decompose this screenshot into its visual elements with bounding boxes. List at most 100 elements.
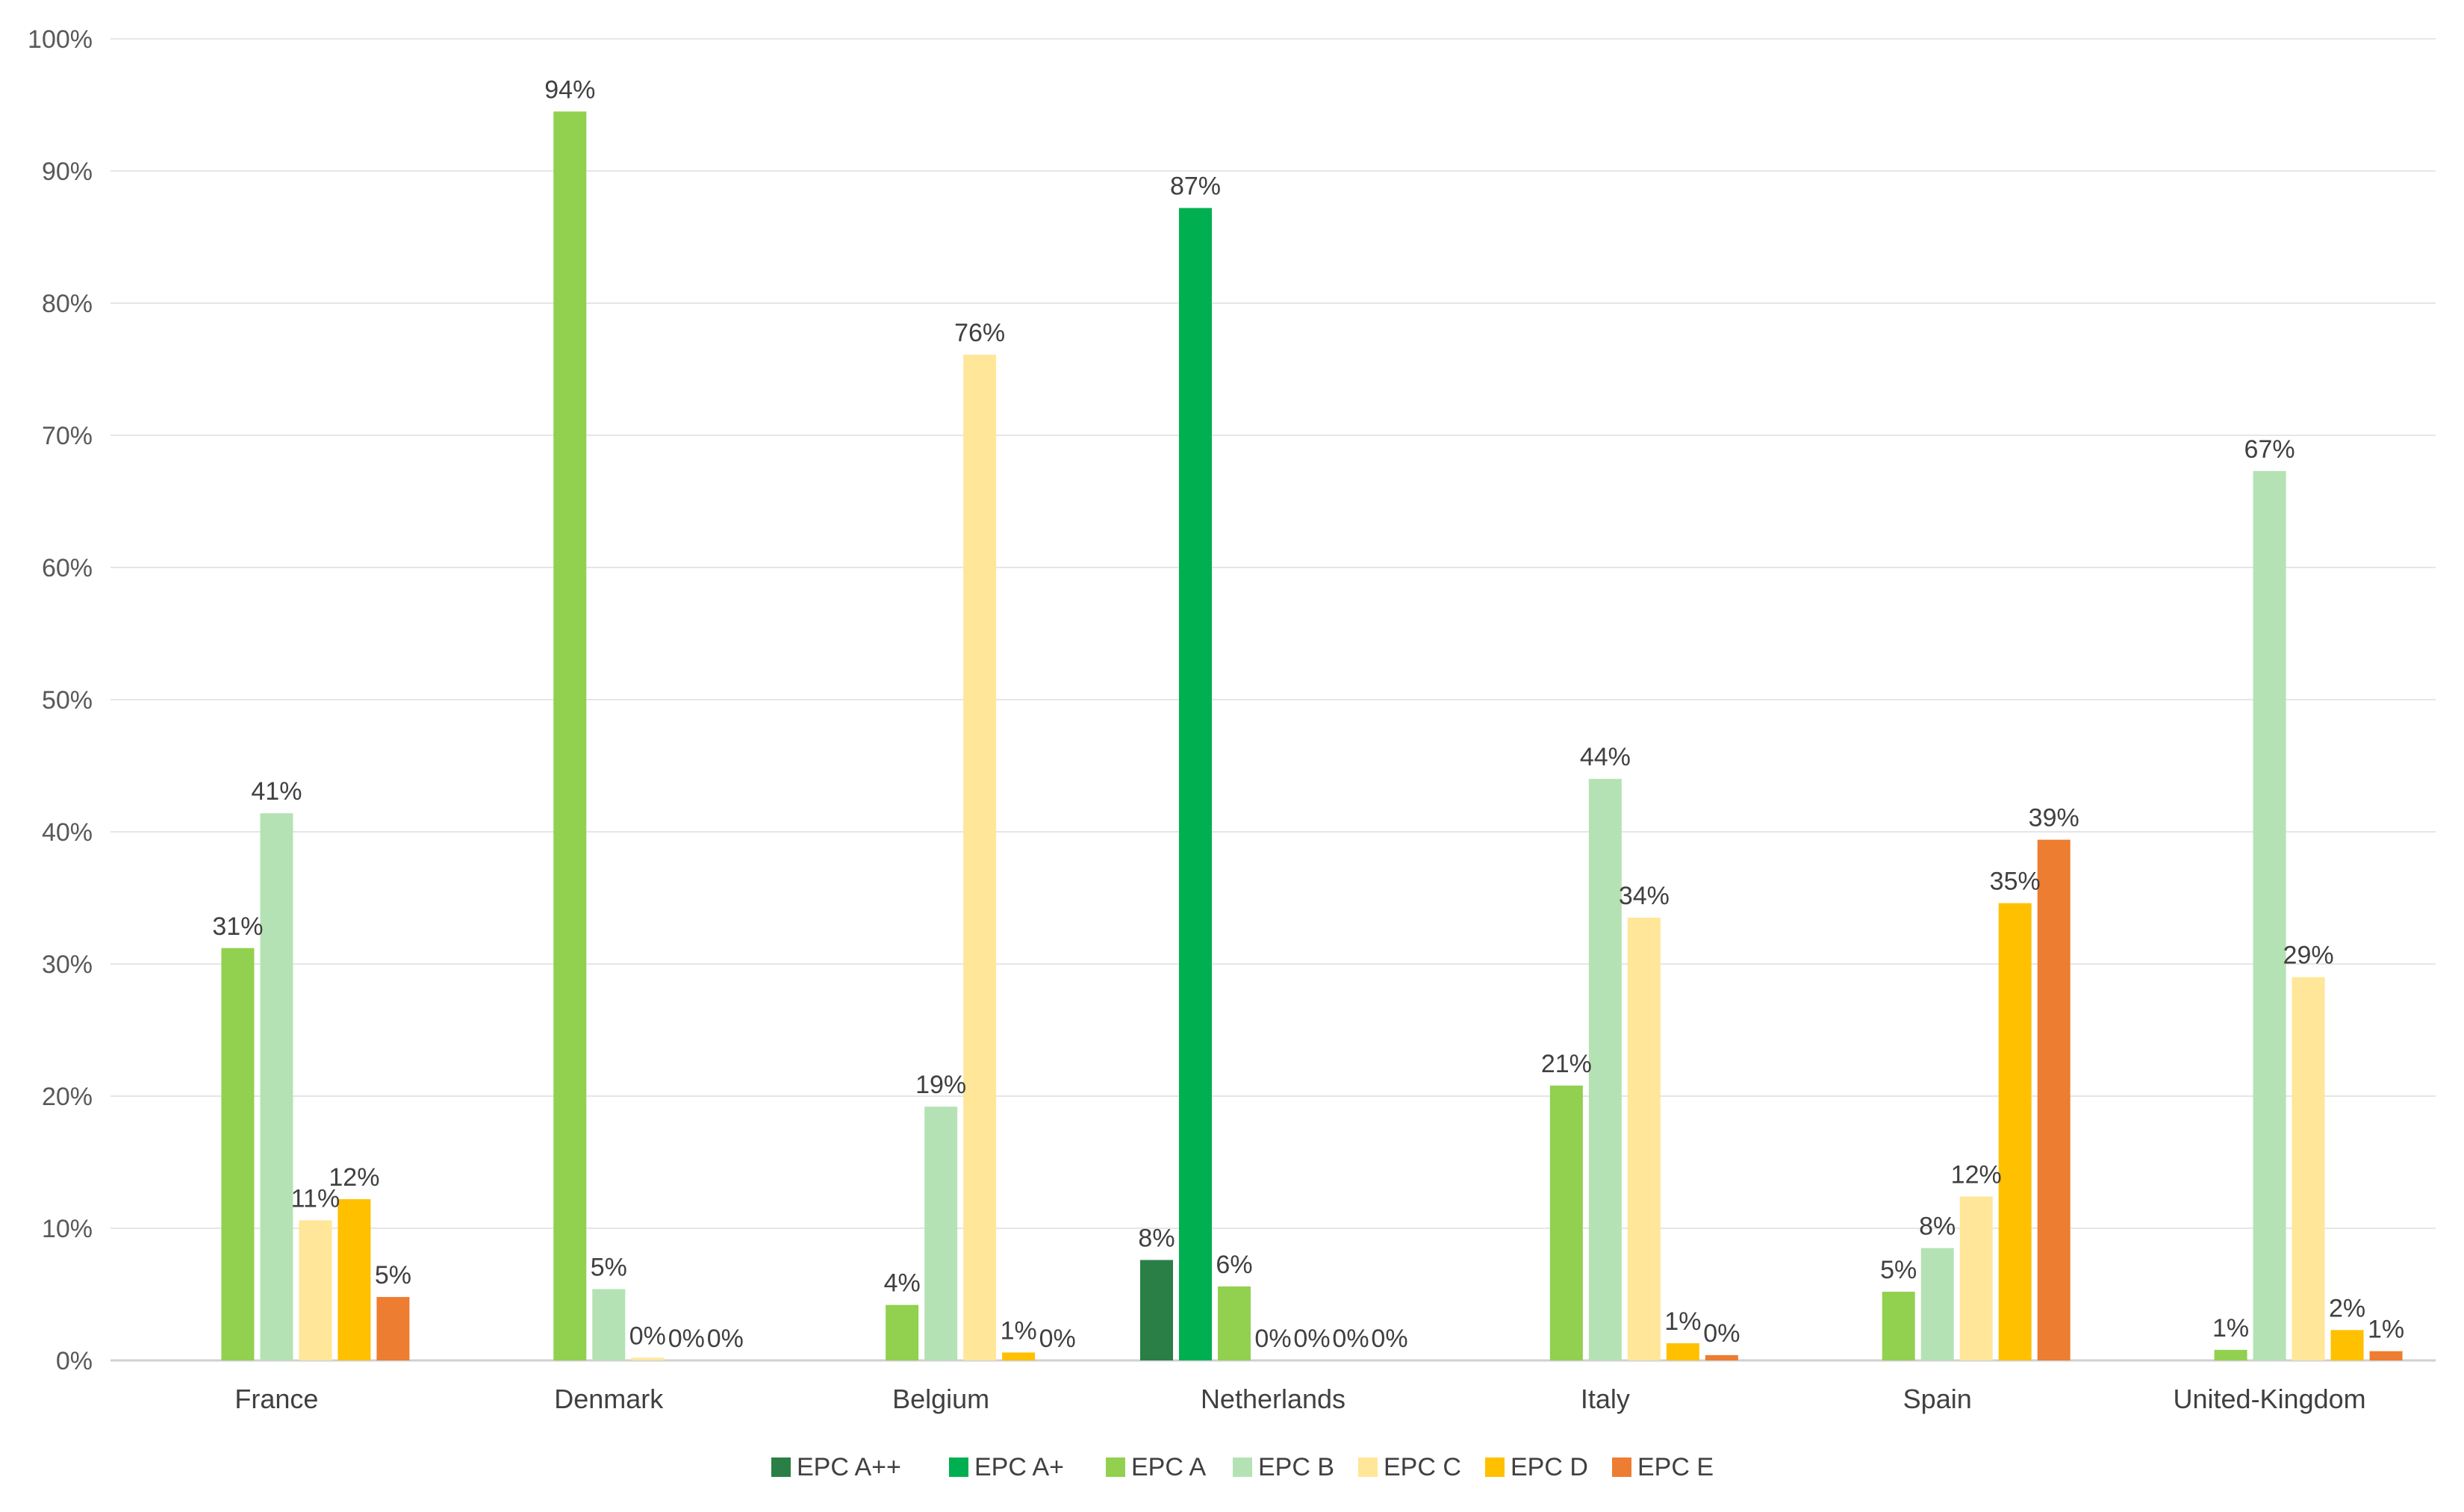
bar — [221, 948, 255, 1360]
data-label: 5% — [1880, 1256, 1917, 1284]
data-label: 11% — [291, 1184, 340, 1213]
data-label: 31% — [212, 912, 263, 941]
legend-swatch — [1485, 1457, 1505, 1477]
data-label: 8% — [1919, 1213, 1956, 1241]
y-tick-label: 70% — [42, 422, 93, 450]
legend-label: EPC D — [1511, 1453, 1588, 1481]
data-labels: 31%41%11%12%5%94%5%0% 0% 0%4%19%76%1% 0%8%8… — [212, 75, 2404, 1353]
data-label: 35% — [1990, 868, 2041, 896]
y-tick-label: 10% — [42, 1215, 93, 1243]
data-label: 0% — [1332, 1325, 1369, 1353]
category-label: Spain — [1903, 1384, 1972, 1414]
bar — [2369, 1351, 2403, 1360]
data-label: 44% — [1580, 743, 1631, 771]
category-label: Italy — [1581, 1384, 1630, 1414]
bar — [631, 1357, 665, 1360]
bar — [2253, 470, 2286, 1360]
data-label: 12% — [1951, 1161, 2002, 1189]
category-label: Denmark — [554, 1384, 664, 1414]
bar — [963, 355, 997, 1360]
data-label: 0% — [707, 1325, 744, 1353]
gridlines — [111, 38, 2436, 1362]
legend-swatch — [1358, 1457, 1378, 1477]
data-label: 5% — [375, 1261, 411, 1289]
bar — [2292, 977, 2325, 1360]
category-label: Netherlands — [1201, 1384, 1345, 1414]
y-tick-label: 50% — [42, 686, 93, 715]
data-label: 21% — [1541, 1050, 1592, 1078]
data-label: 2% — [2329, 1294, 2365, 1322]
bar — [924, 1107, 958, 1360]
bar — [2214, 1349, 2247, 1360]
bar — [1627, 918, 1661, 1360]
bar — [592, 1289, 626, 1360]
data-label: 34% — [1619, 882, 1670, 910]
y-tick-label: 60% — [42, 554, 93, 582]
category-label: United-Kingdom — [2174, 1384, 2366, 1414]
bar — [299, 1220, 332, 1360]
data-label: 1% — [2368, 1316, 2404, 1344]
bar — [1959, 1196, 1993, 1360]
data-label: 0% — [1371, 1325, 1407, 1353]
data-label: 1% — [1664, 1307, 1701, 1336]
y-tick-label: 20% — [42, 1083, 93, 1111]
y-axis-ticks: 0% 10% 20% 30% 40% 50% 60% 70% 80% 90% 100% — [28, 25, 93, 1375]
category-label: France — [234, 1384, 318, 1414]
data-label: 39% — [2029, 804, 2079, 833]
bar — [1920, 1248, 1954, 1360]
data-label: 0% — [629, 1322, 666, 1350]
bar — [1588, 779, 1622, 1360]
data-label: 6% — [1216, 1251, 1252, 1279]
bar — [1549, 1085, 1583, 1360]
data-label: 8% — [1138, 1224, 1175, 1252]
legend-label: EPC E — [1637, 1453, 1714, 1481]
data-label: 1% — [2212, 1314, 2249, 1343]
y-tick-label: 0% — [56, 1347, 93, 1375]
bar — [553, 111, 587, 1361]
data-label: 0% — [668, 1325, 705, 1353]
legend-label: EPC A++ — [797, 1453, 901, 1481]
data-label: 0% — [1293, 1325, 1330, 1353]
data-label: 4% — [884, 1269, 921, 1298]
bar — [337, 1199, 371, 1360]
data-label: 1% — [1001, 1316, 1037, 1345]
data-label: 0% — [1039, 1325, 1076, 1353]
legend: EPC A++ EPC A+ EPC A EPC B EPC C EPC D EPC E — [771, 1453, 1714, 1481]
y-tick-label: 30% — [42, 951, 93, 979]
bar — [1666, 1343, 1699, 1360]
data-label: 0% — [1703, 1319, 1740, 1348]
legend-swatch — [1612, 1457, 1631, 1477]
bar — [1705, 1354, 1738, 1360]
legend-swatch — [1233, 1457, 1252, 1477]
data-label: 87% — [1170, 172, 1221, 201]
bar — [260, 813, 293, 1360]
bar — [2037, 839, 2071, 1360]
category-label: Belgium — [892, 1384, 989, 1414]
bar — [1140, 1260, 1173, 1360]
bar — [1179, 208, 1212, 1360]
data-label: 94% — [544, 75, 595, 104]
data-label: 12% — [329, 1163, 379, 1192]
bars — [221, 111, 2403, 1361]
bar — [376, 1297, 410, 1360]
legend-label: EPC C — [1384, 1453, 1461, 1481]
bar — [1218, 1286, 1251, 1360]
data-label: 67% — [2244, 435, 2295, 464]
y-tick-label: 90% — [42, 158, 93, 186]
legend-swatch — [1106, 1457, 1125, 1477]
data-label: 0% — [1254, 1325, 1291, 1353]
legend-label: EPC B — [1258, 1453, 1334, 1481]
bar — [1882, 1291, 1915, 1360]
bar — [2330, 1330, 2364, 1360]
legend-label: EPC A+ — [974, 1453, 1064, 1481]
data-label: 5% — [591, 1253, 627, 1281]
data-label: 41% — [251, 777, 302, 806]
data-label: 29% — [2283, 942, 2334, 970]
y-tick-label: 40% — [42, 818, 93, 847]
bar — [1002, 1352, 1036, 1360]
data-label: 76% — [954, 319, 1005, 347]
legend-swatch — [949, 1457, 968, 1477]
legend-swatch — [771, 1457, 791, 1477]
